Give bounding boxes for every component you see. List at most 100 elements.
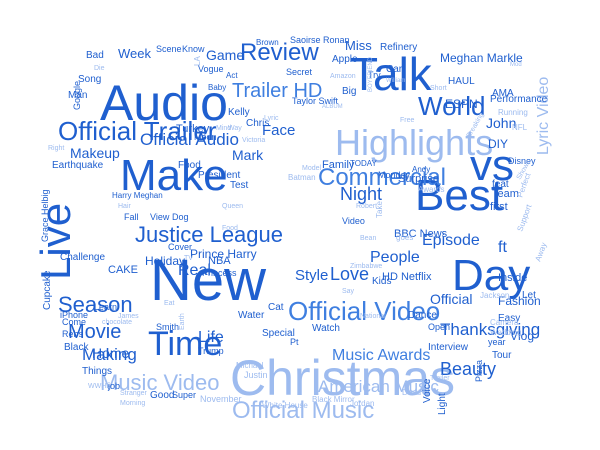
cloud-word: WWHL [88,383,110,390]
cloud-word: Surprise [398,173,439,185]
cloud-word: Pt [290,337,299,347]
cloud-word: Live [32,203,79,280]
cloud-word: job [107,381,120,391]
cloud-word: Wedding [490,328,521,337]
cloud-word: Night [340,184,382,204]
cloud-word: chocolate [102,319,132,326]
cloud-word: Cupcake [42,270,53,310]
cloud-word: Smith [156,322,179,332]
cloud-word: Cat [268,302,284,313]
cloud-word: Performance [490,94,548,105]
cloud-word: Secret [286,67,313,77]
cloud-word: Saoirse Ronan [290,35,350,45]
cloud-word: Team [492,188,519,200]
cloud-word: Camera [490,318,519,327]
cloud-word: Turkey [176,123,210,135]
cloud-word: AMA [492,88,514,99]
cloud-word: Dead [402,388,421,397]
cloud-word: Big [342,86,356,97]
cloud-word: Queen [222,203,243,210]
cloud-word: Andy [412,165,430,174]
cloud-word: Official Video [288,296,440,326]
cloud-word: Special [262,328,295,339]
cloud-word: Scene [156,44,182,54]
cloud-word: ESPN [445,97,478,111]
cloud-word: DIY [488,137,508,151]
cloud-word: Trailer [430,375,450,382]
cloud-word: Free [400,117,415,124]
cloud-word: Jordan [350,399,374,408]
cloud-word: Earth [179,313,186,330]
cloud-word: HD Netflix [382,271,432,283]
cloud-word: Tour [492,350,512,361]
cloud-word: first [490,201,508,213]
cloud-word: Things [82,366,112,377]
cloud-word: Trump [198,346,224,356]
cloud-word: Real [178,262,211,279]
cloud-word: Way [228,125,242,132]
cloud-word: Away [533,241,548,262]
cloud-word: iPhone [60,310,88,320]
cloud-word: Say [342,288,355,295]
cloud-word: Voice [422,378,433,403]
cloud-word: Official Audio [140,130,239,149]
cloud-word: Watch [312,323,340,334]
cloud-word: Hair [118,203,132,210]
cloud-word: Support [515,203,533,233]
cloud-word: Refinery [380,42,417,53]
cloud-word: Apple [332,54,358,65]
cloud-word: Awards [418,185,445,194]
cloud-word: Beauty [440,359,496,379]
cloud-word: Music Video [100,370,219,395]
cloud-word: Act [226,71,238,80]
cloud-word: BBC News [394,228,448,240]
cloud-word: Eat [164,300,175,307]
cloud-word: Audio [100,75,228,131]
cloud-word: Pizza [474,360,484,382]
cloud-word: Challenge [60,252,105,263]
cloud-word: Chris [246,118,269,129]
cloud-word: Model [302,165,322,172]
cloud-word: Fall [124,212,139,222]
cloud-word: World [418,91,485,121]
cloud-word: Lyric Video [535,77,552,155]
cloud-word: Style [295,267,328,284]
cloud-word: Moon [194,132,217,142]
cloud-word: Video [342,216,365,226]
cloud-word: Test [230,180,249,191]
cloud-word: Good [150,390,174,401]
cloud-word: Make [120,151,228,200]
cloud-word: Jackson [480,291,509,300]
cloud-word: Michael [236,361,264,370]
cloud-word: Week [118,46,151,61]
cloud-word: Dog [172,212,189,222]
cloud-word: Commercial [318,164,446,191]
cloud-word: TODAY [350,159,377,168]
cloud-word: Mark [232,147,264,163]
cloud-word: People [370,249,420,266]
cloud-word: William [386,78,405,84]
cloud-word: Vlog [510,329,534,343]
cloud-word: President [198,170,240,181]
cloud-word: Food [222,225,238,232]
cloud-word: year [488,337,506,347]
cloud-word: Robert [356,203,377,210]
cloud-word: Let [522,290,536,301]
cloud-word: ft [498,239,507,256]
cloud-word: American Music [318,377,439,396]
cloud-word: John [486,115,516,131]
cloud-word: Best [415,171,503,220]
cloud-word: feat [492,179,509,190]
cloud-word: Mind [216,125,231,132]
cloud-word: NBA [208,255,231,267]
cloud-word: Episode [422,232,480,249]
cloud-word: James [118,313,139,320]
cloud-word: Try [368,70,381,80]
cloud-word: Earthquake [52,160,104,171]
cloud-word: Food [178,160,201,171]
cloud-word: Holiday [145,254,185,268]
cloud-word: Open [428,322,450,332]
cloud-word: Easy [498,313,520,324]
